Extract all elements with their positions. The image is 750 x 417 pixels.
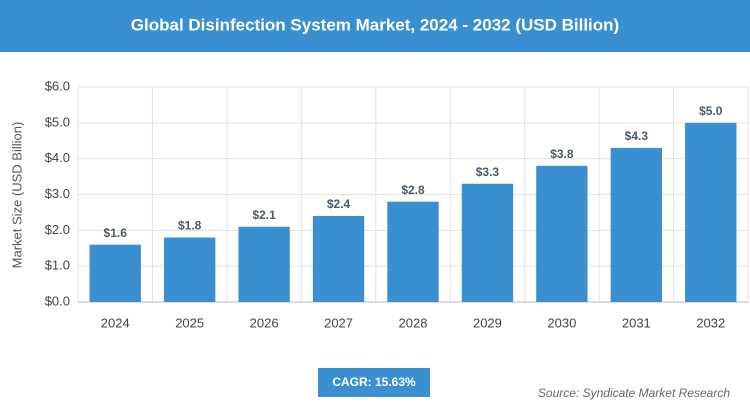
- y-tick-label: $3.0: [45, 186, 70, 201]
- value-label: $2.4: [327, 197, 351, 211]
- x-tick-label: 2028: [399, 315, 428, 330]
- cagr-label: CAGR: 15.63%: [332, 375, 416, 389]
- bar: [461, 183, 514, 302]
- chart-title: Global Disinfection System Market, 2024 …: [131, 15, 619, 34]
- bar: [312, 216, 365, 302]
- y-tick-label: $5.0: [45, 114, 70, 129]
- x-tick-label: 2027: [324, 315, 353, 330]
- value-label: $2.1: [252, 208, 276, 222]
- y-tick-label: $2.0: [45, 222, 70, 237]
- x-tick-label: 2026: [250, 315, 279, 330]
- value-label: $1.8: [178, 219, 202, 233]
- y-tick-label: $4.0: [45, 150, 70, 165]
- value-label: $3.8: [550, 147, 574, 161]
- value-label: $2.8: [401, 183, 425, 197]
- bar: [238, 226, 290, 302]
- x-tick-label: 2031: [622, 315, 651, 330]
- y-axis-label: Market Size (USD Billion): [9, 122, 24, 269]
- value-label: $5.0: [699, 104, 723, 118]
- x-tick-label: 2024: [101, 315, 130, 330]
- bar: [163, 237, 216, 302]
- x-tick-label: 2032: [696, 315, 725, 330]
- source-note: Source: Syndicate Market Research: [538, 386, 730, 400]
- value-label: $3.3: [476, 165, 500, 179]
- x-tick-label: 2030: [547, 315, 576, 330]
- bar: [685, 122, 737, 302]
- cagr-box: [318, 368, 430, 397]
- y-tick-label: $6.0: [45, 78, 70, 93]
- title-banner: [0, 0, 750, 52]
- value-label: $4.3: [625, 129, 649, 143]
- bar: [89, 244, 141, 302]
- x-tick-label: 2029: [473, 315, 502, 330]
- bar: [536, 165, 588, 302]
- bar: [610, 147, 663, 302]
- y-tick-label: $1.0: [45, 258, 70, 273]
- x-tick-label: 2025: [175, 315, 204, 330]
- value-label: $1.6: [104, 226, 128, 240]
- bar: [387, 201, 439, 302]
- y-tick-label: $0.0: [45, 293, 70, 308]
